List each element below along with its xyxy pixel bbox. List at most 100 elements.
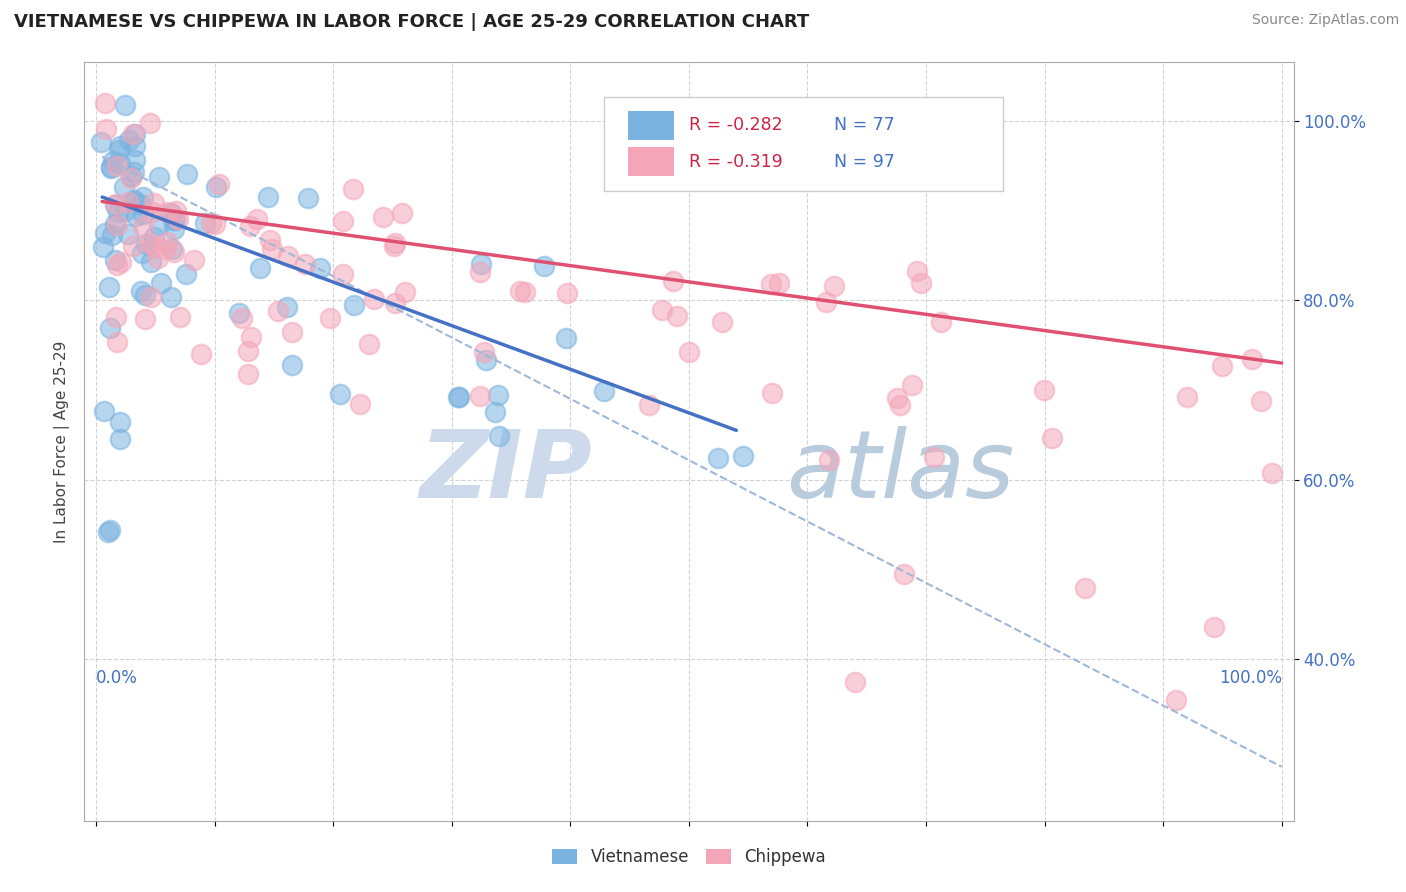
Point xyxy=(148,170,170,185)
Point xyxy=(359,337,381,351)
Point xyxy=(1211,359,1233,373)
Point xyxy=(208,177,231,191)
Point xyxy=(332,214,354,228)
Point xyxy=(112,180,135,194)
Point xyxy=(513,285,536,299)
Bar xyxy=(628,147,675,177)
Point xyxy=(141,205,163,219)
Text: ZIP: ZIP xyxy=(419,425,592,518)
Point xyxy=(134,312,156,326)
Point xyxy=(1164,693,1187,707)
Point xyxy=(108,139,131,153)
Point xyxy=(98,279,121,293)
Point xyxy=(120,171,142,186)
FancyBboxPatch shape xyxy=(605,96,1004,191)
Point xyxy=(200,216,222,230)
Point xyxy=(249,261,271,276)
Bar xyxy=(628,111,675,140)
Point xyxy=(814,294,837,309)
Point xyxy=(93,240,115,254)
Point xyxy=(108,144,131,158)
Y-axis label: In Labor Force | Age 25-29: In Labor Force | Age 25-29 xyxy=(55,341,70,542)
Point xyxy=(319,311,342,326)
Point xyxy=(246,211,269,226)
Point xyxy=(1033,383,1056,397)
Point xyxy=(120,169,142,183)
Point xyxy=(1261,466,1284,480)
Point xyxy=(194,216,217,230)
Point xyxy=(105,159,128,173)
Point xyxy=(100,161,122,175)
Point xyxy=(281,326,304,340)
Point xyxy=(329,386,352,401)
Point xyxy=(98,321,121,335)
Point xyxy=(104,310,127,324)
Point xyxy=(533,259,555,273)
Point xyxy=(929,315,952,329)
Point xyxy=(97,524,120,539)
Point xyxy=(818,453,841,467)
Point xyxy=(101,227,124,242)
Point xyxy=(124,139,146,153)
Text: R = -0.319: R = -0.319 xyxy=(689,153,783,170)
Point xyxy=(276,300,298,314)
Point xyxy=(711,314,734,328)
Point xyxy=(488,429,510,443)
Point xyxy=(260,242,283,256)
Point xyxy=(1250,393,1272,408)
Point xyxy=(1202,620,1225,634)
Point xyxy=(104,253,127,268)
Text: N = 77: N = 77 xyxy=(834,116,894,135)
Point xyxy=(447,390,470,404)
Point xyxy=(96,122,118,136)
Point xyxy=(146,251,169,265)
Point xyxy=(309,261,332,276)
Point xyxy=(100,160,122,174)
Point xyxy=(129,284,152,298)
Point xyxy=(371,210,394,224)
Point xyxy=(889,398,911,412)
Point xyxy=(190,346,212,360)
Point xyxy=(118,132,141,146)
Point xyxy=(122,127,145,141)
Point xyxy=(174,267,197,281)
Point xyxy=(105,334,128,349)
Legend: Vietnamese, Chippewa: Vietnamese, Chippewa xyxy=(546,842,832,873)
Point xyxy=(114,204,136,219)
Point xyxy=(110,432,132,446)
Point xyxy=(132,190,155,204)
Point xyxy=(114,98,136,112)
Point xyxy=(139,236,162,251)
Point xyxy=(104,197,127,211)
Point xyxy=(678,345,700,359)
Point xyxy=(124,127,146,141)
Point xyxy=(733,449,755,463)
Point xyxy=(761,277,783,291)
Point xyxy=(472,344,495,359)
Point xyxy=(124,195,146,210)
Point xyxy=(342,298,364,312)
Point xyxy=(266,304,288,318)
Point xyxy=(110,255,132,269)
Point xyxy=(470,389,492,403)
Point xyxy=(257,190,280,204)
Point xyxy=(555,286,578,301)
Text: VIETNAMESE VS CHIPPEWA IN LABOR FORCE | AGE 25-29 CORRELATION CHART: VIETNAMESE VS CHIPPEWA IN LABOR FORCE | … xyxy=(14,13,810,31)
Point xyxy=(143,240,166,254)
Point xyxy=(124,153,146,167)
Point xyxy=(394,285,416,299)
Point xyxy=(228,305,250,319)
Point xyxy=(382,238,405,252)
Point xyxy=(484,405,506,419)
Point xyxy=(162,213,184,227)
Point xyxy=(149,277,172,291)
Point xyxy=(108,415,131,429)
Point xyxy=(117,195,139,210)
Point xyxy=(240,330,263,344)
Point xyxy=(169,310,191,325)
Point xyxy=(297,191,319,205)
Point xyxy=(108,156,131,170)
Point xyxy=(554,331,576,345)
Point xyxy=(259,233,281,247)
Point xyxy=(132,206,155,220)
